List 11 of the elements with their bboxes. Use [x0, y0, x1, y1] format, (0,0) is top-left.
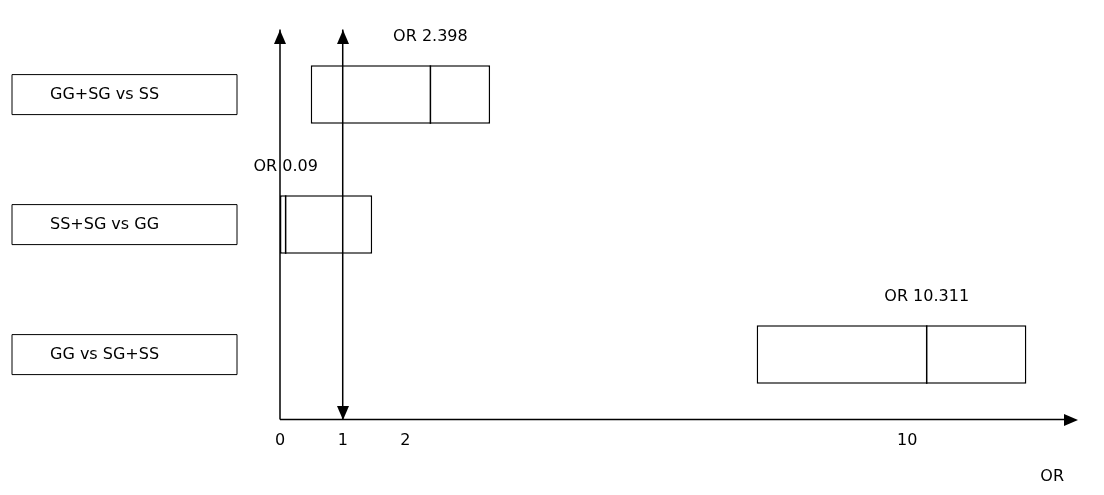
x-tick-label: 2 — [400, 430, 411, 450]
y-tick-label: SS+SG vs GG — [50, 213, 160, 233]
annotation: OR 2.398 — [393, 26, 468, 46]
y-tick-label: GG+SG vs SS — [50, 83, 160, 103]
x-axis-title: OR — [1040, 465, 1064, 485]
annotation: OR 0.09 — [253, 156, 318, 176]
y-tick-label: GG vs SG+SS — [50, 343, 160, 363]
x-tick-label: 10 — [897, 430, 918, 450]
x-tick-label: 0 — [274, 430, 286, 450]
annotation: OR 10.311 — [884, 286, 970, 306]
x-tick-label: 1 — [337, 430, 348, 450]
